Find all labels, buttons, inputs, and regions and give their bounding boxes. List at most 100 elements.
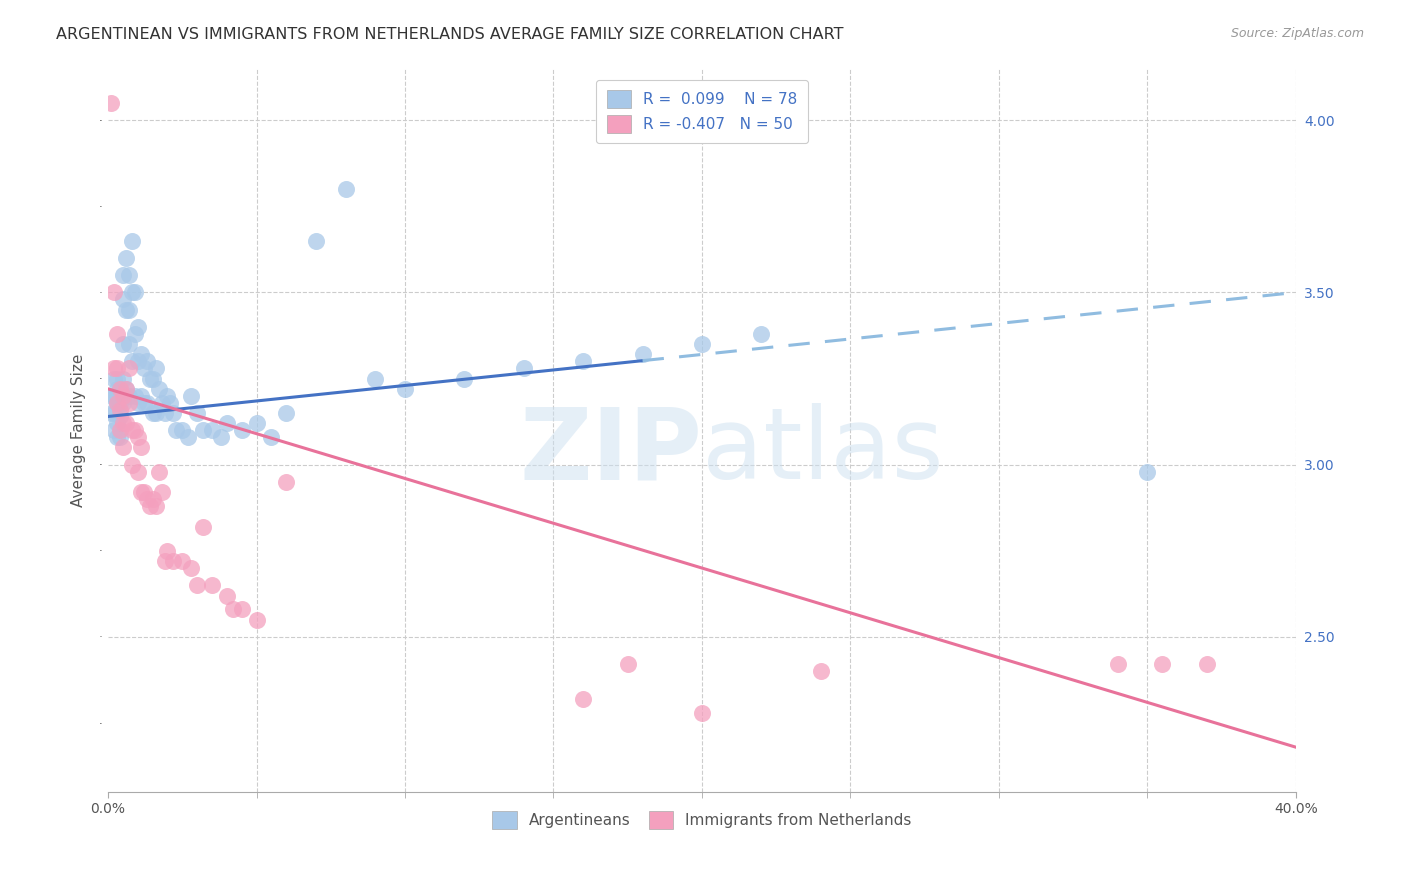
Point	[153, 554, 176, 568]
Point	[138, 499, 160, 513]
Point	[127, 430, 149, 444]
Point	[111, 293, 134, 307]
Point	[103, 423, 125, 437]
Point	[148, 382, 170, 396]
Point	[222, 602, 245, 616]
Point	[127, 354, 149, 368]
Point	[1136, 465, 1159, 479]
Point	[105, 361, 128, 376]
Point	[118, 337, 141, 351]
Point	[105, 430, 128, 444]
Point	[150, 485, 173, 500]
Point	[111, 395, 134, 409]
Point	[129, 347, 152, 361]
Point	[215, 417, 238, 431]
Point	[276, 406, 298, 420]
Point	[127, 395, 149, 409]
Point	[103, 389, 125, 403]
Point	[105, 395, 128, 409]
Point	[105, 389, 128, 403]
Legend: Argentineans, Immigrants from Netherlands: Argentineans, Immigrants from Netherland…	[486, 805, 918, 835]
Point	[108, 409, 131, 424]
Point	[215, 589, 238, 603]
Point	[108, 395, 131, 409]
Point	[121, 354, 143, 368]
Point	[335, 182, 357, 196]
Point	[108, 402, 131, 417]
Point	[118, 302, 141, 317]
Point	[103, 406, 125, 420]
Point	[124, 285, 146, 300]
Text: atlas: atlas	[702, 403, 943, 500]
Point	[129, 389, 152, 403]
Point	[172, 423, 194, 437]
Point	[145, 406, 167, 420]
Point	[111, 371, 134, 385]
Point	[231, 423, 253, 437]
Point	[180, 561, 202, 575]
Point	[100, 389, 122, 403]
Point	[150, 395, 173, 409]
Point	[177, 430, 200, 444]
Point	[191, 519, 214, 533]
Point	[129, 485, 152, 500]
Point	[572, 354, 595, 368]
Point	[201, 578, 224, 592]
Point	[121, 423, 143, 437]
Point	[115, 417, 138, 431]
Point	[260, 430, 283, 444]
Point	[111, 441, 134, 455]
Point	[115, 302, 138, 317]
Point	[572, 692, 595, 706]
Point	[135, 395, 157, 409]
Point	[118, 395, 141, 409]
Point	[616, 657, 638, 672]
Point	[145, 361, 167, 376]
Point	[159, 395, 181, 409]
Point	[118, 361, 141, 376]
Point	[135, 354, 157, 368]
Point	[129, 441, 152, 455]
Point	[108, 382, 131, 396]
Point	[186, 578, 208, 592]
Point	[132, 395, 155, 409]
Point	[138, 371, 160, 385]
Point	[305, 234, 328, 248]
Point	[513, 361, 536, 376]
Point	[132, 485, 155, 500]
Point	[108, 382, 131, 396]
Point	[631, 347, 654, 361]
Point	[142, 492, 165, 507]
Point	[105, 382, 128, 396]
Point	[156, 389, 179, 403]
Point	[115, 251, 138, 265]
Point	[276, 475, 298, 489]
Point	[1195, 657, 1218, 672]
Point	[209, 430, 232, 444]
Point	[690, 337, 713, 351]
Point	[115, 382, 138, 396]
Point	[124, 423, 146, 437]
Point	[690, 706, 713, 720]
Point	[108, 430, 131, 444]
Point	[103, 371, 125, 385]
Point	[153, 406, 176, 420]
Text: ZIP: ZIP	[519, 403, 702, 500]
Point	[111, 417, 134, 431]
Text: ARGENTINEAN VS IMMIGRANTS FROM NETHERLANDS AVERAGE FAMILY SIZE CORRELATION CHART: ARGENTINEAN VS IMMIGRANTS FROM NETHERLAN…	[56, 27, 844, 42]
Point	[105, 371, 128, 385]
Point	[103, 361, 125, 376]
Point	[100, 406, 122, 420]
Point	[132, 361, 155, 376]
Point	[162, 406, 184, 420]
Point	[111, 389, 134, 403]
Point	[180, 389, 202, 403]
Point	[364, 371, 387, 385]
Point	[245, 613, 267, 627]
Point	[191, 423, 214, 437]
Point	[118, 389, 141, 403]
Point	[201, 423, 224, 437]
Point	[749, 326, 772, 341]
Point	[124, 326, 146, 341]
Point	[135, 492, 157, 507]
